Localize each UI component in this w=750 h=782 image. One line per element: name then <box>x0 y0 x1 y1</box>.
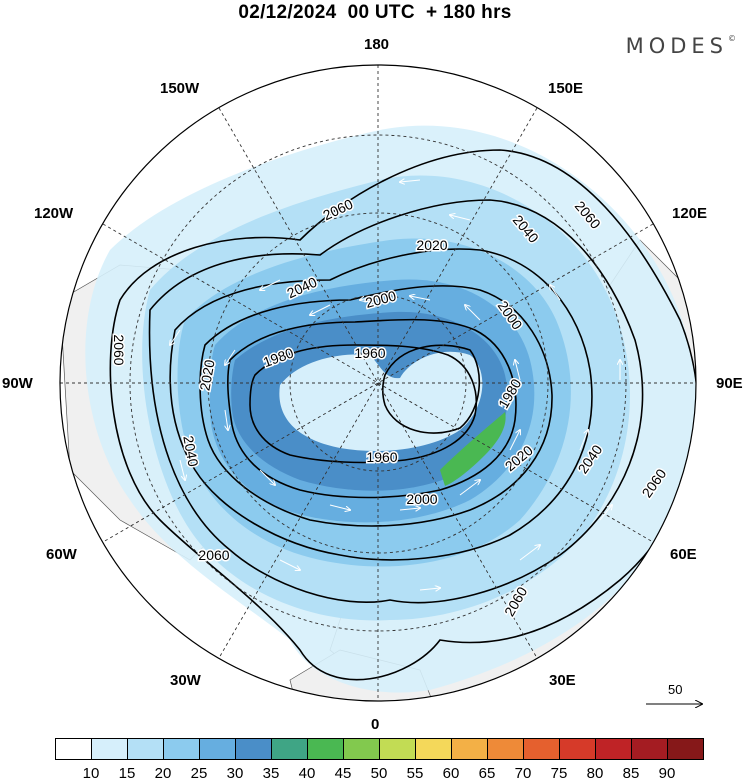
graticule <box>60 65 696 701</box>
colorbar-swatch <box>595 738 632 760</box>
brand-logo: MODES© <box>626 34 736 58</box>
vector-scale-arrow <box>646 680 706 716</box>
colorbar-tick-label: 35 <box>262 765 280 782</box>
contour-label: 2020 <box>416 237 447 253</box>
contour-label: 1960 <box>366 449 397 465</box>
lon-label-150w: 150W <box>160 80 200 97</box>
colorbar-swatch <box>667 738 704 760</box>
colorbar-swatch <box>271 738 308 760</box>
colorbar-tick-label: 15 <box>118 765 136 782</box>
colorbar-swatch <box>631 738 668 760</box>
contour-label: 2000 <box>406 491 437 507</box>
colorbar-swatch <box>127 738 164 760</box>
colorbar-swatch <box>523 738 560 760</box>
colorbar-swatch <box>91 738 128 760</box>
colorbar-tick-label: 25 <box>190 765 208 782</box>
colorbar-tick-label: 65 <box>478 765 496 782</box>
colorbar-swatch <box>343 738 380 760</box>
lon-label-90e: 90E <box>716 375 743 392</box>
colorbar-tick-label: 75 <box>550 765 568 782</box>
colorbar-tick-label: 20 <box>154 765 172 782</box>
colorbar-swatch <box>163 738 200 760</box>
wind-vectors <box>170 180 620 590</box>
lon-label-60e: 60E <box>670 546 697 563</box>
colorbar-tick-label: 60 <box>442 765 460 782</box>
colorbar-tick-label: 10 <box>82 765 100 782</box>
map-border <box>59 64 697 702</box>
lon-label-180: 180 <box>364 36 390 53</box>
colorbar-swatch <box>559 738 596 760</box>
colorbar-tick-label: 85 <box>622 765 640 782</box>
colorbar-tick-label: 70 <box>514 765 532 782</box>
colorbar-swatch <box>235 738 272 760</box>
jet-max <box>440 412 506 486</box>
colorbar-swatch <box>199 738 236 760</box>
lon-label-120e: 120E <box>672 205 708 222</box>
contour-label: 2060 <box>111 334 127 365</box>
contour-label: 1960 <box>354 345 385 361</box>
colorbar-swatch <box>55 738 92 760</box>
colorbar-tick-label: 45 <box>334 765 352 782</box>
lon-label-30e: 30E <box>549 672 576 689</box>
colorbar-tick-label: 90 <box>658 765 676 782</box>
lon-label-30w: 30W <box>170 672 201 689</box>
vector-scale-label: 50 <box>668 682 683 697</box>
colorbar-swatch <box>307 738 344 760</box>
lon-label-120w: 120W <box>34 205 74 222</box>
lon-label-90w: 90W <box>2 375 33 392</box>
polar-map: 2060 2040 2020 2000 1980 1960 1960 2000 … <box>59 64 697 702</box>
colorbar-tick-label: 55 <box>406 765 424 782</box>
brand-text: MODES <box>625 34 728 58</box>
colorbar-swatch <box>487 738 524 760</box>
colorbar-tick-label: 40 <box>298 765 316 782</box>
lon-label-150e: 150E <box>548 80 584 97</box>
brand-mark: © <box>728 34 736 43</box>
colorbar-swatch <box>451 738 488 760</box>
wind-shade-inner-light <box>279 351 483 451</box>
colorbar-tick-label: 80 <box>586 765 604 782</box>
colorbar-swatch <box>415 738 452 760</box>
lon-label-60w: 60W <box>46 546 77 563</box>
colorbar <box>55 738 704 762</box>
colorbar-tick-label: 30 <box>226 765 244 782</box>
map-title: 02/12/2024 00 UTC + 180 hrs <box>238 2 512 23</box>
contour-label: 2060 <box>198 547 229 563</box>
colorbar-tick-label: 50 <box>370 765 388 782</box>
lon-label-0: 0 <box>371 716 380 733</box>
colorbar-swatch <box>379 738 416 760</box>
